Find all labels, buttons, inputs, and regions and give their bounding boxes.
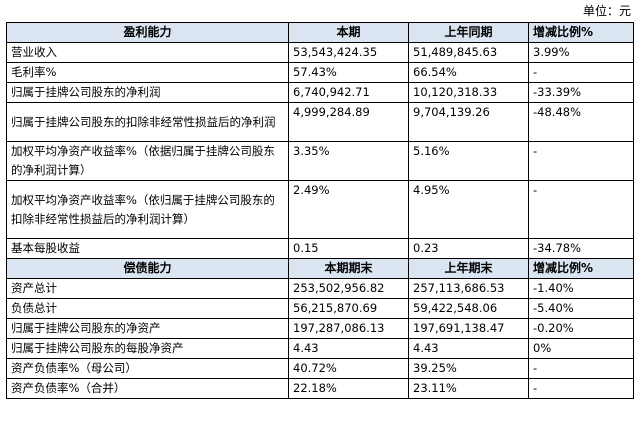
change-value: - — [528, 141, 634, 181]
current-value: 197,287,086.13 — [288, 318, 409, 339]
table-row: 归属于挂牌公司股东的每股净资产 4.43 4.43 0% — [6, 338, 634, 359]
previous-value: 39.25% — [408, 358, 529, 379]
current-value: 22.18% — [288, 378, 409, 399]
row-label: 资产总计 — [6, 278, 289, 299]
change-value: -0.20% — [528, 318, 634, 339]
current-value: 6,740,942.71 — [288, 82, 409, 103]
unit-label: 单位：元 — [582, 4, 631, 18]
header-change-ratio: 增减比例% — [528, 258, 634, 279]
table-row: 资产负债率%（合并） 22.18% 23.11% - — [6, 378, 634, 399]
row-label: 毛利率% — [6, 62, 289, 83]
header-previous-period-end: 上年期末 — [408, 258, 529, 279]
previous-value: 66.54% — [408, 62, 529, 83]
header-current-period-end: 本期期末 — [288, 258, 409, 279]
previous-value: 0.23 — [408, 238, 529, 259]
section1-header-row: 盈利能力 本期 上年同期 增减比例% — [6, 22, 634, 43]
row-label: 基本每股收益 — [6, 238, 289, 259]
current-value: 0.15 — [288, 238, 409, 259]
row-label: 归属于挂牌公司股东的净资产 — [6, 318, 289, 339]
current-value: 3.35% — [288, 141, 409, 181]
previous-value: 5.16% — [408, 141, 529, 181]
current-value: 40.72% — [288, 358, 409, 379]
header-solvency: 偿债能力 — [6, 258, 289, 279]
previous-value: 51,489,845.63 — [408, 42, 529, 63]
change-value: -48.48% — [528, 102, 634, 142]
previous-value: 10,120,318.33 — [408, 82, 529, 103]
previous-value: 257,113,686.53 — [408, 278, 529, 299]
row-label: 加权平均净资产收益率%（依据归属于挂牌公司股东的净利润计算） — [6, 141, 289, 181]
change-value: - — [528, 62, 634, 83]
table-row: 资产总计 253,502,956.82 257,113,686.53 -1.40… — [6, 278, 634, 299]
row-label: 加权平均净资产收益率%（依归属于挂牌公司股东的扣除非经常性损益后的净利润计算） — [6, 180, 289, 239]
previous-value: 59,422,548.06 — [408, 298, 529, 319]
change-value: -1.40% — [528, 278, 634, 299]
header-current-period: 本期 — [288, 22, 409, 43]
table-row: 毛利率% 57.43% 66.54% - — [6, 62, 634, 83]
header-change-ratio: 增减比例% — [528, 22, 634, 43]
current-value: 57.43% — [288, 62, 409, 83]
change-value: -34.78% — [528, 238, 634, 259]
change-value: -5.40% — [528, 298, 634, 319]
row-label: 营业收入 — [6, 42, 289, 63]
header-profitability: 盈利能力 — [6, 22, 289, 43]
row-label: 资产负债率%（母公司） — [6, 358, 289, 379]
change-value: - — [528, 358, 634, 379]
current-value: 4.43 — [288, 338, 409, 359]
table-row: 资产负债率%（母公司） 40.72% 39.25% - — [6, 358, 634, 379]
financial-table: 盈利能力 本期 上年同期 增减比例% 营业收入 53,543,424.35 51… — [6, 22, 634, 399]
table-row: 基本每股收益 0.15 0.23 -34.78% — [6, 238, 634, 259]
table-row: 加权平均净资产收益率%（依归属于挂牌公司股东的扣除非经常性损益后的净利润计算） … — [6, 180, 634, 239]
previous-value: 197,691,138.47 — [408, 318, 529, 339]
row-label: 归属于挂牌公司股东的扣除非经常性损益后的净利润 — [6, 102, 289, 142]
current-value: 53,543,424.35 — [288, 42, 409, 63]
change-value: 3.99% — [528, 42, 634, 63]
table-row: 归属于挂牌公司股东的净利润 6,740,942.71 10,120,318.33… — [6, 82, 634, 103]
previous-value: 23.11% — [408, 378, 529, 399]
row-label: 负债总计 — [6, 298, 289, 319]
change-value: 0% — [528, 338, 634, 359]
current-value: 4,999,284.89 — [288, 102, 409, 142]
change-value: -33.39% — [528, 82, 634, 103]
row-label: 资产负债率%（合并） — [6, 378, 289, 399]
table-row: 归属于挂牌公司股东的净资产 197,287,086.13 197,691,138… — [6, 318, 634, 339]
table-row: 归属于挂牌公司股东的扣除非经常性损益后的净利润 4,999,284.89 9,7… — [6, 102, 634, 142]
header-previous-period: 上年同期 — [408, 22, 529, 43]
current-value: 56,215,870.69 — [288, 298, 409, 319]
row-label: 归属于挂牌公司股东的每股净资产 — [6, 338, 289, 359]
change-value: - — [528, 378, 634, 399]
change-value: - — [528, 180, 634, 239]
current-value: 253,502,956.82 — [288, 278, 409, 299]
section2-header-row: 偿债能力 本期期末 上年期末 增减比例% — [6, 258, 634, 279]
table-row: 负债总计 56,215,870.69 59,422,548.06 -5.40% — [6, 298, 634, 319]
previous-value: 9,704,139.26 — [408, 102, 529, 142]
row-label: 归属于挂牌公司股东的净利润 — [6, 82, 289, 103]
table-row: 加权平均净资产收益率%（依据归属于挂牌公司股东的净利润计算） 3.35% 5.1… — [6, 141, 634, 181]
current-value: 2.49% — [288, 180, 409, 239]
table-row: 营业收入 53,543,424.35 51,489,845.63 3.99% — [6, 42, 634, 63]
previous-value: 4.43 — [408, 338, 529, 359]
previous-value: 4.95% — [408, 180, 529, 239]
